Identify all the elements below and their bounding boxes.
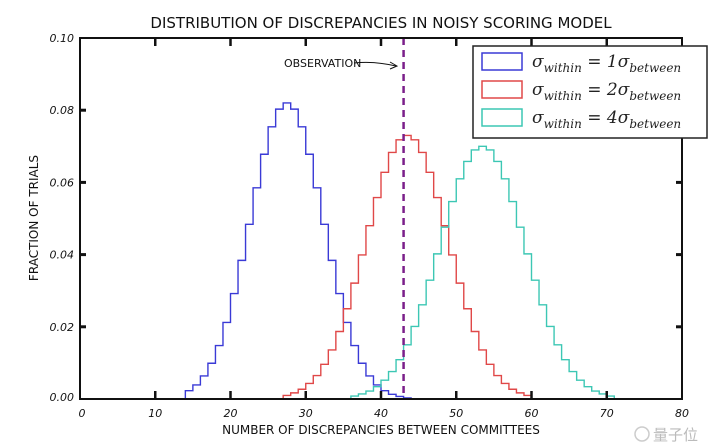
watermark-text: 量子位 (653, 426, 698, 444)
legend-swatch (481, 52, 523, 71)
legend-symbol: σ (532, 52, 544, 72)
x-tick-label: 60 (525, 407, 539, 420)
histogram-series-1 (184, 102, 412, 399)
x-tick-label: 20 (224, 407, 238, 420)
y-axis-label: FRACTION OF TRIALS (27, 155, 41, 281)
legend-sub1: within (544, 89, 582, 103)
legend-coef: 2 (606, 80, 618, 100)
legend-sub1: within (544, 117, 582, 131)
legend-label-1: σwithin = 1σbetween (532, 52, 681, 75)
legend-label-2: σwithin = 2σbetween (532, 80, 681, 103)
y-tick-label: 0.10 (50, 32, 75, 45)
legend-swatch (481, 108, 523, 127)
legend-sub2: between (629, 89, 681, 103)
legend-sub2: between (629, 117, 681, 131)
legend-symbol: = (582, 52, 607, 72)
chart-title: DISTRIBUTION OF DISCREPANCIES IN NOISY S… (150, 14, 612, 32)
arrow-head-icon (389, 61, 399, 70)
legend-symbol: σ (532, 80, 544, 100)
legend-symbol: σ (532, 108, 544, 128)
legend-symbol: σ (618, 52, 630, 72)
y-tick-label: 0.04 (50, 249, 75, 262)
legend-box (472, 45, 708, 139)
legend-symbol: = (582, 80, 607, 100)
legend-symbol: σ (618, 108, 630, 128)
legend-sub2: between (629, 61, 681, 75)
legend-label-3: σwithin = 4σbetween (532, 108, 681, 131)
x-tick-label: 40 (374, 407, 388, 420)
x-tick-label: 30 (299, 407, 313, 420)
histogram-series-2 (282, 134, 533, 399)
observation-annotation: OBSERVATION (284, 57, 399, 70)
watermark: 量子位 (634, 426, 698, 444)
legend-coef: 1 (607, 52, 618, 72)
legend-coef: 4 (606, 108, 618, 128)
x-tick-label: 70 (600, 407, 614, 420)
histogram-series-3 (350, 145, 615, 399)
x-tick-label: 10 (148, 407, 162, 420)
x-axis-label: NUMBER OF DISCREPANCIES BETWEEN COMMITTE… (222, 423, 540, 437)
y-tick-label: 0.02 (50, 321, 75, 334)
observation-arrow (353, 61, 397, 67)
x-tick-label: 50 (449, 407, 463, 420)
legend-symbol: = (582, 108, 607, 128)
legend-sub1: within (544, 61, 582, 75)
y-tick-label: 0.08 (50, 104, 75, 117)
legend-symbol: σ (618, 80, 630, 100)
legend-swatch (481, 80, 523, 99)
x-tick-label: 80 (675, 407, 689, 420)
y-tick-label: 0.06 (50, 176, 75, 189)
watermark-logo-icon (634, 426, 650, 442)
observation-label: OBSERVATION (284, 57, 361, 70)
x-tick-label: 0 (79, 407, 86, 420)
y-tick-label: 0.00 (50, 391, 75, 404)
